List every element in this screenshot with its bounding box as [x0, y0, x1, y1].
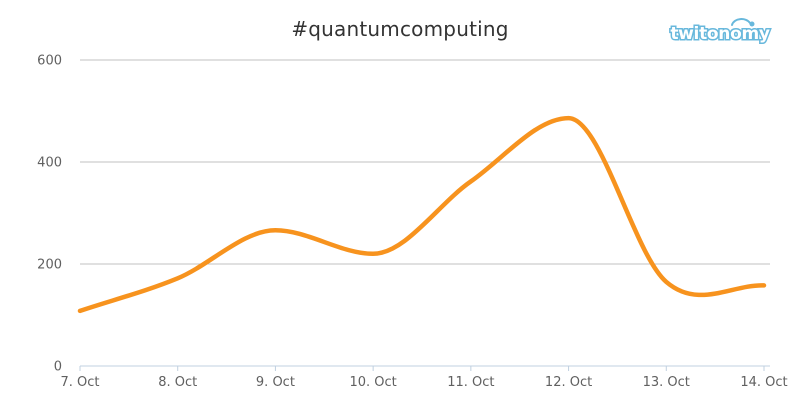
data-point[interactable]	[371, 252, 375, 256]
y-tick-label: 200	[37, 258, 62, 273]
logo-bird-icon	[749, 21, 755, 27]
y-tick-label: 600	[37, 54, 62, 69]
x-tick-label: 8. Oct	[158, 375, 197, 390]
x-tick-label: 12. Oct	[545, 375, 592, 390]
y-tick-label: 0	[54, 360, 62, 375]
x-tick-label: 11. Oct	[447, 375, 494, 390]
data-point[interactable]	[762, 283, 766, 287]
x-tick-label: 13. Oct	[643, 375, 690, 390]
twitonomy-logo[interactable]: twitonomy	[664, 16, 776, 50]
data-point[interactable]	[176, 276, 180, 280]
logo-swoosh-icon	[731, 18, 751, 26]
twitonomy-logo-text: twitonomy	[670, 24, 770, 44]
grid-lines	[80, 59, 770, 265]
series-line[interactable]	[77, 115, 767, 314]
x-tick-label: 14. Oct	[740, 375, 787, 390]
chart-title: #quantumcomputing	[291, 17, 509, 41]
y-tick-label: 400	[37, 156, 62, 171]
x-axis: 7. Oct 8. Oct 9. Oct 10. Oct 11. Oct 12. Oct 1…	[60, 365, 788, 390]
data-point[interactable]	[78, 309, 82, 313]
data-point[interactable]	[566, 116, 570, 120]
x-tick-label: 10. Oct	[349, 375, 396, 390]
x-tick-label: 9. Oct	[256, 375, 295, 390]
series-layer	[77, 115, 767, 314]
data-point[interactable]	[664, 280, 668, 284]
x-tick-label: 7. Oct	[60, 375, 99, 390]
data-point[interactable]	[469, 179, 473, 183]
y-axis-tick-labels: 0 200 400 600	[37, 54, 62, 375]
data-point[interactable]	[273, 228, 277, 232]
